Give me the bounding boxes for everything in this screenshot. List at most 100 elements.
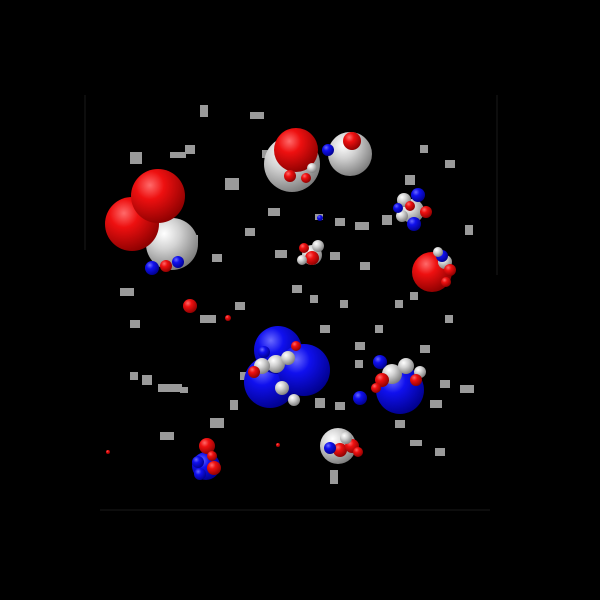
red-atom [301, 173, 311, 183]
red-atom [333, 443, 347, 457]
red-atom [444, 264, 456, 276]
gray-atom [396, 210, 408, 222]
red-atom [305, 251, 319, 265]
small-particle [460, 385, 474, 393]
small-particle [230, 400, 238, 410]
gray-atom [297, 255, 307, 265]
blue-atom [317, 215, 323, 221]
red-atom [353, 447, 363, 457]
red-atom [375, 373, 389, 387]
blue-atom [407, 217, 421, 231]
small-particle [250, 112, 264, 119]
blue-atom [145, 261, 159, 275]
small-particle [382, 215, 392, 225]
blue-atom [411, 188, 425, 202]
simulation-box-edges [84, 95, 498, 511]
small-particle [170, 152, 186, 158]
small-particle [142, 375, 152, 385]
molecules [105, 105, 474, 484]
small-particle [445, 160, 455, 168]
small-particle [430, 400, 442, 408]
small-particle [225, 178, 239, 190]
red-atom [160, 260, 172, 272]
small-particle [410, 440, 422, 446]
small-particle [200, 105, 208, 117]
red-atom [199, 438, 215, 454]
small-particle [445, 315, 453, 323]
small-particle [158, 384, 182, 392]
red-atom [284, 170, 296, 182]
small-particle [130, 372, 138, 380]
small-particle [200, 315, 216, 323]
small-particle [130, 320, 140, 328]
small-particle [212, 254, 222, 262]
blue-atom [353, 391, 367, 405]
small-particle [268, 208, 280, 216]
blue-atom [258, 346, 270, 358]
gray-atom [340, 432, 352, 444]
red-atom [441, 277, 451, 287]
small-particle [360, 262, 370, 270]
small-particle [410, 292, 418, 300]
small-particle [340, 300, 348, 308]
gray-atom [433, 247, 443, 257]
small-particle [320, 325, 330, 333]
small-particle [160, 432, 174, 440]
gray-atom [328, 132, 372, 176]
red-atom [274, 128, 318, 172]
small-particle [420, 145, 428, 153]
gray-atom [398, 358, 414, 374]
gray-atom [288, 394, 300, 406]
red-atom [183, 299, 197, 313]
small-particle [395, 300, 403, 308]
small-particle [315, 398, 325, 408]
blue-atom [172, 256, 184, 268]
blue-atom [393, 203, 403, 213]
gray-atom [146, 218, 198, 270]
small-particle [275, 250, 287, 258]
gray-atom [312, 240, 324, 252]
blue-atom [324, 442, 336, 454]
small-particle [375, 325, 383, 333]
red-atom [291, 341, 301, 351]
red-atom [248, 366, 260, 378]
small-particle [440, 380, 450, 388]
small-particle [355, 360, 363, 368]
small-particle [335, 402, 345, 410]
small-particle [435, 448, 445, 456]
small-particle [330, 470, 338, 484]
red-atom [299, 243, 309, 253]
small-particle [235, 302, 245, 310]
small-particle [292, 285, 302, 293]
small-particle [355, 222, 369, 230]
red-atom [420, 206, 432, 218]
red-atom [371, 383, 381, 393]
red-atom [225, 315, 231, 321]
gray-atom [275, 381, 289, 395]
gray-atom [307, 163, 317, 173]
small-particle [310, 295, 318, 303]
small-particle [355, 342, 365, 350]
small-particle [335, 218, 345, 226]
small-particle [210, 418, 224, 428]
blue-atom [194, 468, 206, 480]
red-atom [343, 132, 361, 150]
red-atom [276, 443, 280, 447]
red-atom [405, 201, 415, 211]
small-particle [395, 420, 405, 428]
red-atom [106, 450, 110, 454]
red-atom [207, 461, 221, 475]
blue-atom [192, 456, 204, 468]
small-particle [405, 175, 415, 185]
small-particle [130, 152, 142, 164]
red-atom [131, 169, 185, 223]
small-particle [330, 252, 340, 260]
small-particle [420, 345, 430, 353]
blue-atom [373, 355, 387, 369]
small-particle [185, 145, 195, 154]
small-particle [120, 288, 134, 296]
gray-atom [281, 351, 295, 365]
blue-atom [322, 144, 334, 156]
small-particle [180, 387, 188, 393]
gray-atom [267, 355, 285, 373]
